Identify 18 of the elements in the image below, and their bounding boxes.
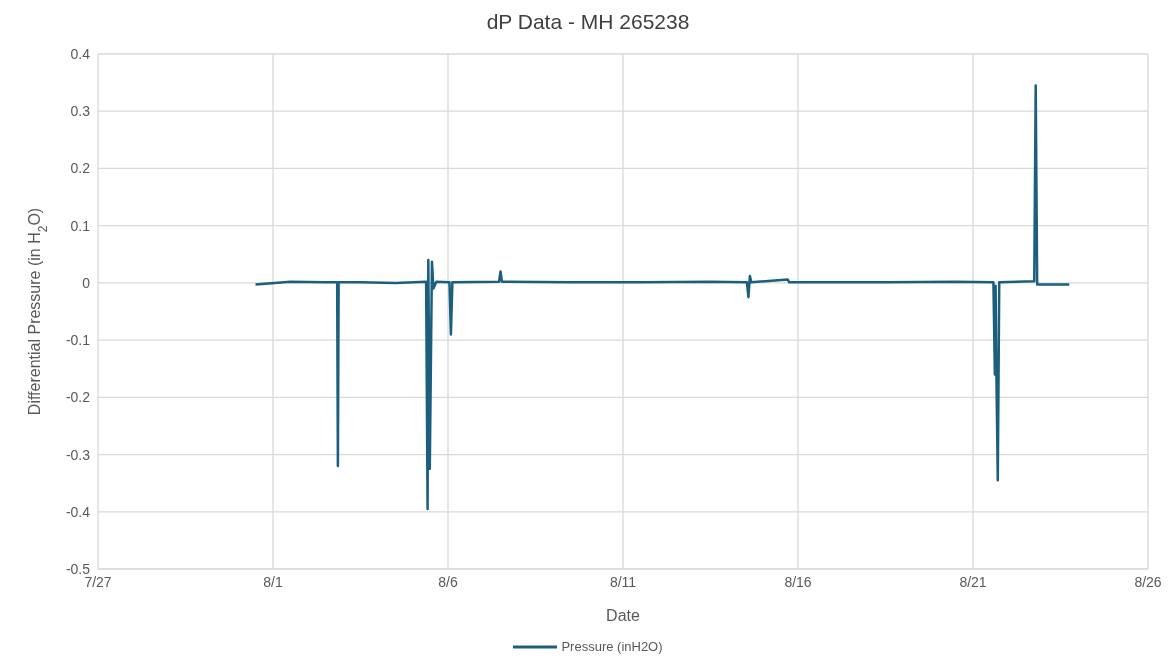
y-tick-label: 0.1 xyxy=(70,217,91,234)
y-tick-label: -0.2 xyxy=(65,389,91,406)
x-tick-label: 8/21 xyxy=(959,573,987,590)
legend-label: Pressure (inH2O) xyxy=(561,639,663,654)
x-tick-label: 8/11 xyxy=(609,573,637,590)
x-tick-label: 8/1 xyxy=(263,573,283,590)
chart-title: dP Data - MH 265238 xyxy=(485,9,691,35)
y-tick-label: 0.2 xyxy=(70,160,91,177)
y-tick-label: -0.4 xyxy=(65,503,91,520)
y-tick-label: 0.3 xyxy=(70,103,91,120)
y-tick-label: 0 xyxy=(82,274,91,291)
x-tick-label: 8/26 xyxy=(1134,573,1162,590)
x-axis-title: Date xyxy=(606,607,640,624)
x-tick-label: 8/16 xyxy=(784,573,812,590)
y-tick-label: -0.3 xyxy=(65,446,91,463)
x-tick-label: 8/6 xyxy=(438,573,458,590)
y-tick-label: 0.4 xyxy=(70,45,91,62)
y-tick-label: -0.1 xyxy=(65,332,91,349)
